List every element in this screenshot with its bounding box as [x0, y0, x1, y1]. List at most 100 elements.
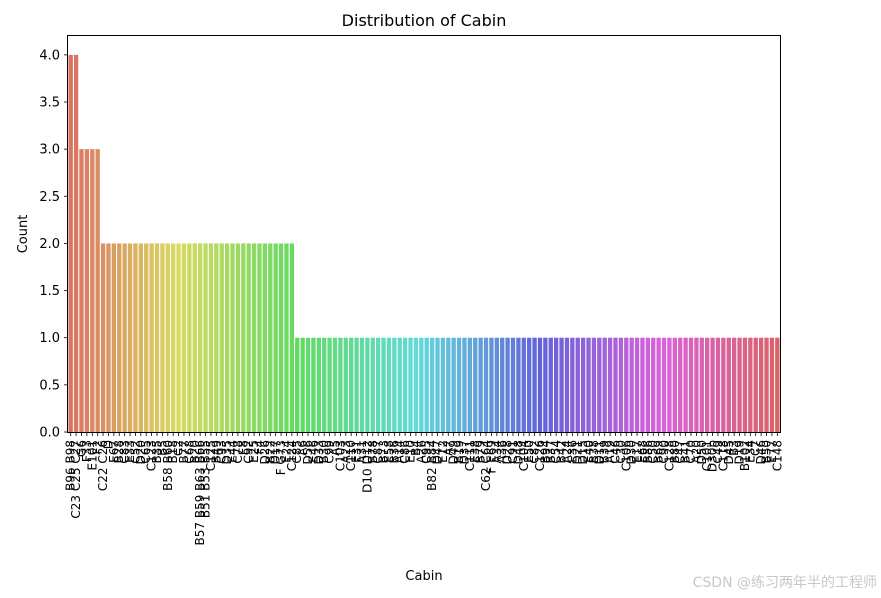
bar: [715, 337, 721, 432]
bar: [672, 337, 677, 432]
bar: [446, 337, 451, 432]
x-tick-label: D33: [312, 440, 326, 465]
x-tick-label: C82: [528, 440, 542, 464]
x-tick-label: C148: [770, 440, 784, 471]
bar: [122, 243, 127, 432]
bar: [354, 337, 359, 432]
x-tick-label: A36: [495, 440, 509, 463]
bar: [667, 337, 672, 432]
x-tick-label: C111: [463, 440, 477, 471]
bar: [192, 243, 197, 432]
x-tick-label: B73: [377, 440, 391, 464]
bar: [295, 337, 300, 432]
bar: [381, 337, 386, 432]
x-tick-label: D37: [457, 440, 471, 465]
x-tick-label: A5: [328, 440, 342, 456]
bar: [527, 337, 532, 432]
x-tick-label: C62 C64: [479, 440, 493, 491]
x-tick-label: B4: [409, 440, 423, 456]
x-tick-label: D45: [722, 440, 736, 465]
bar: [651, 337, 656, 432]
x-tick-label: E40: [582, 440, 596, 463]
x-tick-label: F2: [91, 440, 105, 455]
x-tick-label: B50: [760, 440, 774, 464]
x-tick-label: B37: [544, 440, 558, 464]
bar: [758, 337, 764, 432]
bar: [176, 243, 181, 432]
x-tick-label: E44: [226, 440, 240, 463]
x-tick-label: B94: [538, 440, 552, 464]
x-tick-label: D15: [576, 440, 590, 465]
x-tick-label: C123: [145, 440, 159, 471]
bar: [769, 337, 775, 432]
bar: [84, 149, 90, 432]
bar: [365, 337, 370, 432]
x-tick-label: C65: [139, 440, 153, 464]
bar: [494, 337, 499, 432]
x-tick-label: B22: [263, 440, 277, 464]
bar: [478, 337, 483, 432]
x-tick-label: C23 C25 C27: [69, 440, 83, 519]
x-tick-label: B20: [188, 440, 202, 464]
bar: [429, 337, 435, 432]
x-tick-label: B102: [738, 440, 752, 471]
bar: [419, 337, 424, 432]
bar: [559, 337, 564, 432]
bar: [705, 337, 710, 432]
bar: [726, 337, 731, 432]
bar: [79, 149, 84, 432]
x-tick-label: E8: [236, 440, 250, 455]
bar: [187, 243, 192, 432]
bar: [284, 243, 289, 432]
x-tick-label: B19: [452, 440, 466, 464]
bar: [710, 337, 715, 432]
bar: [359, 337, 365, 432]
bar: [602, 337, 607, 432]
bar: [489, 337, 494, 432]
x-tick-label: D: [101, 440, 115, 449]
x-tick-label: C47: [673, 440, 687, 464]
y-tick-label: 1.5: [39, 284, 60, 299]
y-axis: 0.0 0.5 1.0 1.5 2.0 2.5 3.0 3.5 4.0: [39, 48, 68, 441]
x-tick-label: C54: [549, 440, 563, 464]
x-tick-label: E46: [306, 440, 320, 463]
x-tick-label: E101: [85, 440, 99, 471]
bar: [629, 337, 634, 432]
bar: [402, 337, 408, 432]
x-tick-label: D26: [258, 440, 272, 465]
x-tick-label: B79: [474, 440, 488, 464]
bar: [521, 337, 526, 432]
x-tick-label: E38: [468, 440, 482, 463]
x-tick-label: E77: [765, 440, 779, 463]
bar: [694, 337, 699, 432]
x-tick-label: E34: [743, 440, 757, 463]
bar: [467, 337, 473, 432]
bar: [737, 337, 742, 432]
bar: [268, 243, 273, 432]
bar: [456, 337, 462, 432]
x-tick-label: A6: [296, 440, 310, 456]
bar: [160, 243, 165, 432]
x-tick-label: B96 B98: [64, 440, 78, 491]
x-tick-label: C128: [662, 440, 676, 471]
x-tick-label: C68: [182, 440, 196, 464]
x-tick-label: D46: [754, 440, 768, 465]
x-tick-label: E12: [436, 440, 450, 463]
x-tick-label: C87: [371, 440, 385, 464]
x-tick-label: A26: [414, 440, 428, 463]
y-tick-label: 2.5: [39, 190, 60, 205]
x-tick-label: C124: [285, 440, 299, 471]
bar: [230, 243, 235, 432]
y-tick-label: 2.0: [39, 237, 60, 252]
x-tick-label: E67: [107, 440, 121, 463]
y-tick-label: 1.0: [39, 331, 60, 346]
bar: [100, 243, 106, 432]
bar: [171, 243, 176, 432]
bar: [375, 337, 381, 432]
x-tick-label: C49: [711, 440, 725, 464]
x-tick-label: B39: [598, 440, 612, 464]
x-tick-label: B69: [652, 440, 666, 464]
x-tick-label: C85: [290, 440, 304, 464]
x-tick-label: B51 B53 B55: [199, 440, 213, 518]
x-tick-label: D19: [733, 440, 747, 465]
